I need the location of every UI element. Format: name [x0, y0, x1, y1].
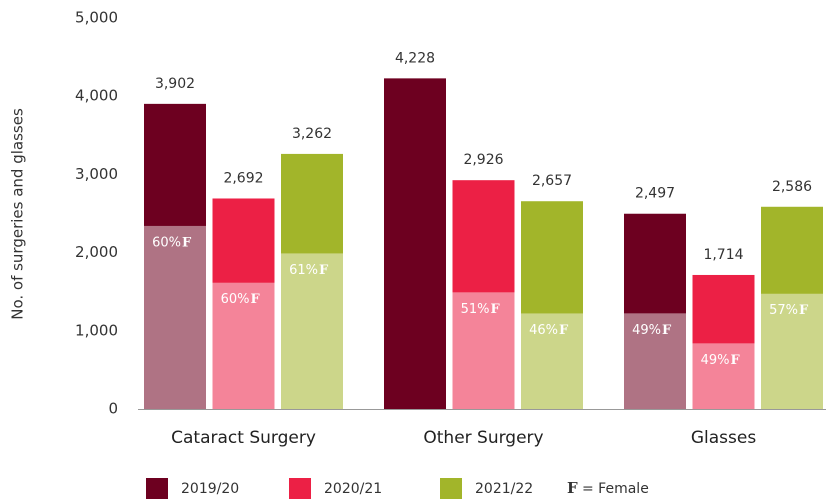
bar: [384, 78, 446, 410]
female-marker: F: [491, 302, 501, 317]
legend-female-marker: F: [567, 479, 578, 497]
female-marker: F: [799, 303, 809, 318]
female-marker: F: [251, 292, 261, 307]
female-portion: [452, 292, 515, 409]
female-portion: [692, 343, 755, 409]
female-label: 46%: [529, 323, 558, 338]
value-label: 2,497: [635, 186, 675, 202]
y-tick-label: 0: [108, 400, 118, 418]
value-label: 2,692: [223, 170, 263, 186]
legend-label: 2019/20: [181, 481, 239, 497]
y-tick-label: 4,000: [75, 87, 118, 105]
bar: [281, 153, 343, 409]
female-label: 49%: [701, 353, 730, 368]
value-label: 2,586: [772, 179, 812, 195]
female-label: 61%: [289, 263, 318, 278]
female-portion: [761, 293, 823, 409]
female-portion: [144, 225, 206, 409]
y-tick-label: 2,000: [75, 243, 118, 261]
value-label: 1,714: [703, 247, 743, 263]
female-marker: F: [319, 263, 329, 278]
value-label: 4,228: [395, 50, 435, 66]
legend-swatch: [146, 478, 168, 499]
y-tick-label: 5,000: [75, 9, 118, 27]
value-label: 2,926: [463, 152, 503, 168]
y-tick-label: 1,000: [75, 321, 118, 339]
female-label: 51%: [461, 302, 490, 317]
bar: [212, 198, 275, 409]
female-portion: [624, 313, 686, 409]
female-label: 57%: [769, 303, 798, 318]
bar: [624, 213, 686, 409]
bar: [761, 206, 823, 409]
bar: [692, 274, 755, 409]
female-marker: F: [559, 323, 569, 338]
x-tick-label: Other Surgery: [423, 428, 543, 448]
value-label: 3,262: [292, 126, 332, 142]
female-portion: [281, 253, 343, 409]
female-marker: F: [731, 353, 741, 368]
legend-label: 2021/22: [475, 481, 533, 497]
legend-female-note: = Female: [582, 481, 649, 497]
legend-label: 2020/21: [324, 481, 382, 497]
female-label: 60%: [152, 235, 181, 250]
bar: [521, 201, 583, 409]
x-tick-label: Cataract Surgery: [171, 428, 316, 448]
female-portion: [212, 282, 275, 409]
legend-swatch: [440, 478, 462, 499]
female-portion: [521, 313, 583, 409]
value-label: 3,902: [155, 76, 195, 92]
female-label: 60%: [221, 292, 250, 307]
y-tick-label: 3,000: [75, 165, 118, 183]
y-axis-label: No. of surgeries and glasses: [9, 108, 27, 320]
female-marker: F: [662, 323, 672, 338]
x-tick-label: Glasses: [691, 428, 756, 448]
female-label: 49%: [632, 323, 661, 338]
bar: [452, 180, 515, 409]
legend-swatch: [289, 478, 311, 499]
female-marker: F: [182, 235, 192, 250]
value-label: 2,657: [532, 173, 572, 189]
bar: [144, 103, 206, 410]
